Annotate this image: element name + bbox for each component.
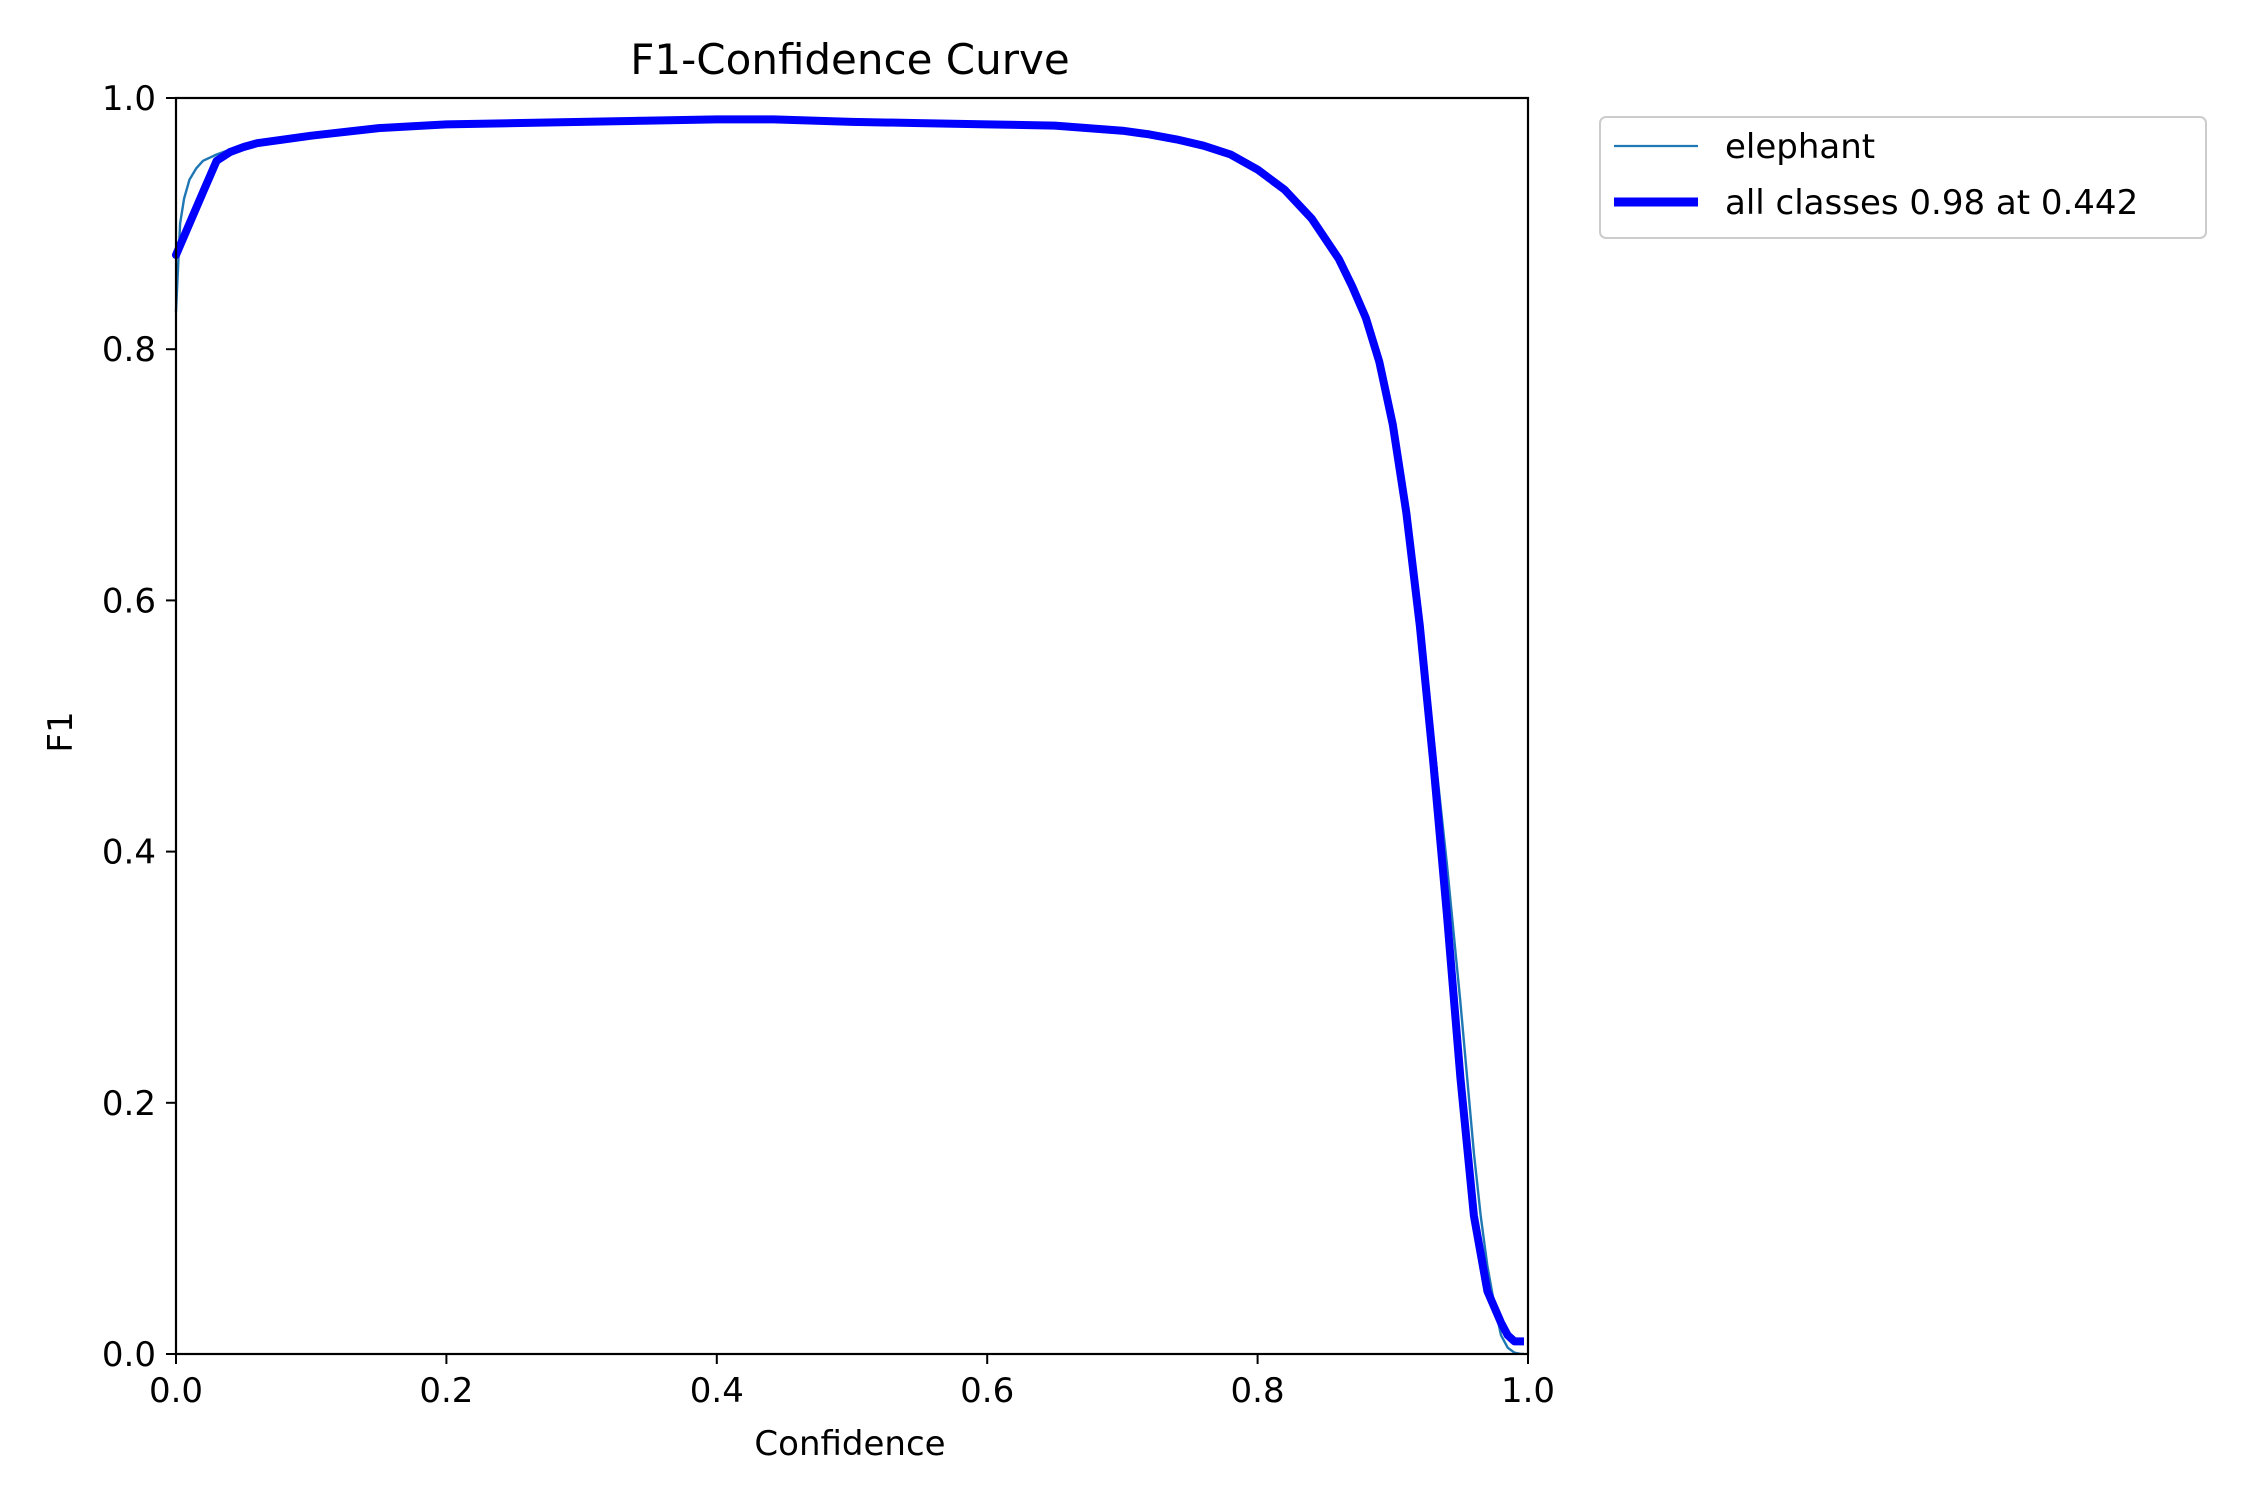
x-tick-label: 0.4 xyxy=(690,1371,744,1411)
x-tick-label: 0.6 xyxy=(960,1371,1014,1411)
x-tick-label: 0.8 xyxy=(1231,1371,1285,1411)
y-axis-label: F1 xyxy=(41,711,81,752)
legend-label-all-classes: all classes 0.98 at 0.442 xyxy=(1725,183,2138,223)
x-tick-label: 0.2 xyxy=(419,1371,473,1411)
y-tick-label: 0.2 xyxy=(102,1084,156,1124)
series-lines xyxy=(172,115,1524,1354)
legend: elephant all classes 0.98 at 0.442 xyxy=(1599,116,2207,239)
y-tick-label: 0.4 xyxy=(102,833,156,873)
legend-label-elephant: elephant xyxy=(1725,127,1875,167)
chart-title: F1-Confidence Curve xyxy=(630,35,1069,84)
x-tick-label: 0.0 xyxy=(149,1371,203,1411)
y-tick-label: 1.0 xyxy=(102,79,156,119)
y-tick-label: 0.8 xyxy=(102,330,156,370)
x-axis-label: Confidence xyxy=(754,1424,945,1464)
axis-ticks: 0.0 0.2 0.4 0.6 0.8 1.0 0.0 0.2 0.4 0.6 0.8 1.0 xyxy=(102,79,1555,1411)
plot-frame xyxy=(174,96,1530,1356)
y-tick-label: 0.0 xyxy=(102,1335,156,1375)
legend-box xyxy=(1599,116,2207,239)
x-tick-label: 1.0 xyxy=(1501,1371,1555,1411)
y-tick-label: 0.6 xyxy=(102,581,156,621)
series-line-all-classes xyxy=(172,115,1524,1346)
